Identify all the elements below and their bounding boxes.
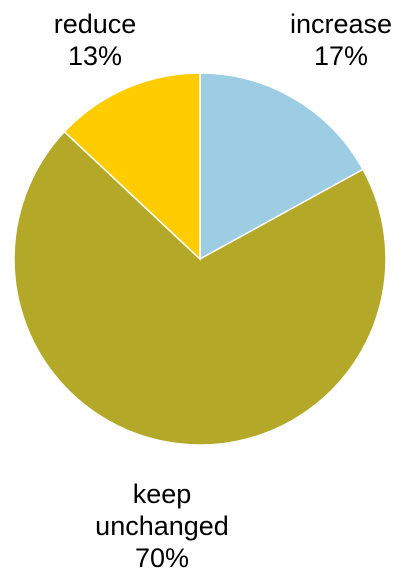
slice-category-increase: increase	[289, 9, 393, 39]
slice-label-increase: increase 17%	[290, 8, 392, 72]
slice-label-keep-unchanged: keep unchanged 70%	[87, 478, 237, 574]
pie-slice-keep-unchanged	[13, 130, 387, 446]
slice-category-keep-unchanged: keep unchanged	[95, 479, 229, 541]
slice-category-reduce: reduce	[53, 9, 137, 39]
slice-label-reduce: reduce 13%	[54, 8, 137, 72]
slice-value-reduce: 13%	[67, 41, 123, 71]
pie-slice-increase	[199, 72, 365, 261]
slice-value-increase: 17%	[313, 41, 369, 71]
slice-value-keep-unchanged: 70%	[134, 543, 190, 573]
pie-slice-reduce	[63, 72, 201, 261]
